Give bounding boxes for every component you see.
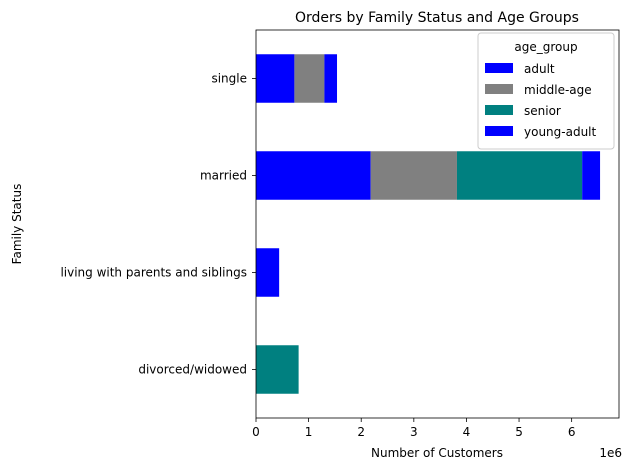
chart-title: Orders by Family Status and Age Groups [295,10,579,26]
y-tick-label: married [200,169,247,183]
x-tick-label: 5 [515,425,523,439]
legend-label-senior: senior [524,104,561,118]
y-tick-label: living with parents and siblings [60,266,247,280]
x-tick-label: 6 [568,425,576,439]
bar-adult-married [256,151,371,200]
bar-middle-age-married [370,151,457,200]
bar-young-adult-single [324,54,338,103]
x-tick-label: 2 [357,425,365,439]
y-tick-label: divorced/widowed [138,363,247,377]
legend-label-young-adult: young-adult [524,125,597,139]
bar-young-adult-married [582,151,601,200]
plot-frame [255,29,620,419]
y-tick-label: single [211,72,247,86]
legend-title: age_group [514,40,577,54]
y-axis-title: Family Status [10,184,24,265]
axes-group: 0 1 2 3 4 5 6 single married living with parents … [60,29,620,439]
legend-swatch-adult [485,63,513,73]
x-offset-label: 1e6 [599,446,622,460]
x-tick-label: 4 [463,425,471,439]
bars-group [256,54,601,394]
x-tick-label: 0 [252,425,260,439]
legend-box [477,32,615,150]
bar-middle-age-single [294,54,325,103]
legend-swatch-young-adult [485,126,513,136]
bar-senior-married [456,151,583,200]
bar-adult-living-with-parents-and-siblings [256,248,280,297]
x-tick-label: 3 [410,425,418,439]
legend-label-adult: adult [524,62,555,76]
legend-label-middle-age: middle-age [524,83,592,97]
legend-swatch-middle-age [485,84,513,94]
bar-adult-single [256,54,295,103]
legend-swatch-senior [485,105,513,115]
bar-senior-divorced-widowed [256,345,299,394]
x-axis-title: Number of Customers [371,446,503,460]
x-tick-label: 1 [305,425,313,439]
